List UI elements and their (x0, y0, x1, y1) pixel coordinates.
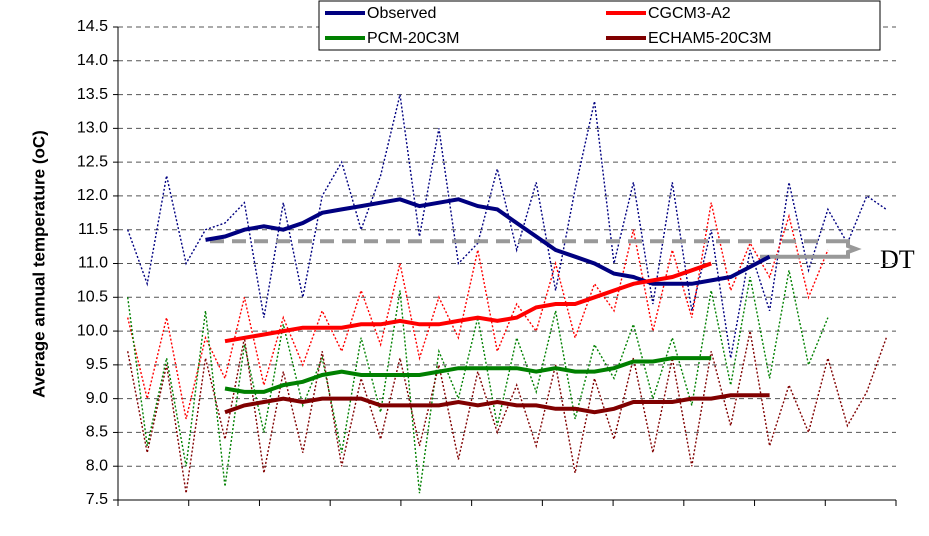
legend-label: CGCM3-A2 (648, 5, 731, 22)
y-tick-label: 11.0 (78, 255, 108, 272)
legend-label: PCM-20C3M (367, 30, 459, 47)
y-tick-label: 11.5 (78, 221, 108, 238)
bracket (760, 239, 862, 259)
y-tick-label: 9.5 (86, 356, 108, 373)
legend-label: Observed (367, 5, 436, 22)
y-tick-label: 12.5 (77, 153, 108, 170)
moving-average-line (224, 393, 770, 415)
y-tick-label: 8.5 (86, 424, 108, 441)
y-tick-label: 13.5 (77, 86, 108, 103)
moving-average-line (224, 261, 712, 344)
y-tick-label: 7.5 (86, 491, 108, 508)
annual-line (127, 94, 887, 359)
y-tick-label: 9.0 (86, 390, 108, 407)
y-tick-label: 14.0 (77, 52, 108, 69)
y-tick-label: 10.5 (77, 289, 108, 306)
annual-line (127, 202, 829, 420)
y-tick-label: 10.0 (77, 322, 108, 339)
legend-label: ECHAM5-20C3M (648, 30, 772, 47)
annual-line (127, 330, 887, 494)
y-tick-label: 14.5 (77, 18, 108, 35)
y-axis-label: Average annual temperature (oC) (29, 130, 48, 398)
y-tick-label: 13.0 (77, 120, 108, 137)
annotation: DT (880, 245, 915, 274)
y-tick-label: 12.0 (77, 187, 108, 204)
moving-average-line (224, 356, 712, 394)
moving-average-line (205, 197, 771, 286)
y-tick-label: 8.0 (86, 457, 108, 474)
legend-box (318, 0, 881, 51)
